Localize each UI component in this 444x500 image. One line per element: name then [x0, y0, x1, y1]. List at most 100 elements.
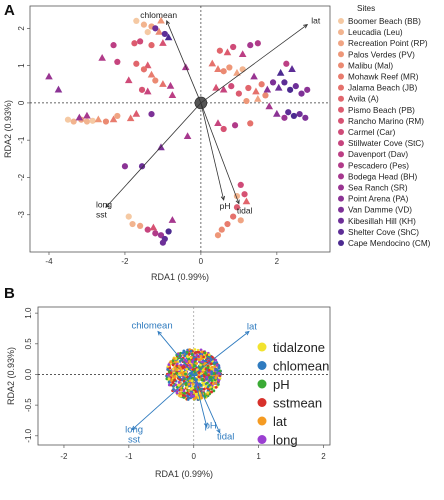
cloud-point — [198, 360, 201, 364]
cloud-point — [208, 378, 212, 382]
legend-item: Shelter Cove (ShC) — [348, 228, 419, 237]
site-point-circle — [258, 81, 265, 88]
legend-item: Jalama Beach (JB) — [348, 84, 417, 93]
site-point-circle — [102, 118, 110, 125]
cloud-point — [201, 377, 204, 381]
legend-swatch — [338, 29, 344, 36]
legend-item: Palos Verdes (PV) — [348, 50, 415, 59]
cloud-point — [199, 384, 203, 387]
cloud-point — [182, 349, 186, 353]
legend-item: sstmean — [273, 396, 322, 411]
legend-swatch — [338, 51, 344, 58]
legend-swatch — [338, 140, 344, 147]
legend-item: Avila (A) — [348, 95, 379, 104]
cloud-point — [203, 351, 207, 355]
arrow-tidal — [193, 374, 221, 433]
cloud-point — [184, 360, 188, 363]
site-point-circle — [218, 226, 225, 233]
legend-item: Pescadero (Pes) — [348, 161, 409, 170]
arrow-head-chlomean — [166, 19, 170, 25]
site-point-circle — [302, 114, 309, 121]
cloud-point — [189, 391, 193, 395]
arrow-head-pH — [220, 195, 225, 201]
site-point-triangle — [233, 68, 241, 76]
cloud-point — [178, 375, 181, 379]
site-point-circle — [129, 220, 136, 228]
points-layer — [45, 16, 311, 246]
y-tick-label: -3 — [17, 211, 26, 219]
site-point-circle — [121, 163, 129, 170]
cloud-point — [183, 354, 187, 358]
y-tick-label: 0 — [17, 100, 26, 105]
site-point-circle — [214, 232, 222, 239]
legend-swatch — [338, 162, 344, 169]
legend-swatch — [257, 342, 267, 352]
arrow-label-chlomean: chlomean — [140, 10, 177, 20]
legend-swatch — [257, 379, 267, 389]
legend-swatch — [338, 18, 344, 24]
cloud-point — [175, 385, 179, 389]
cloud-point — [179, 351, 182, 355]
site-point-circle — [237, 181, 244, 189]
legend-swatch — [338, 184, 344, 191]
site-point-triangle — [265, 102, 274, 110]
site-point-circle — [148, 110, 155, 118]
site-point-circle — [152, 25, 159, 32]
arrow-head-chlomean — [157, 330, 162, 336]
cloud-point — [179, 394, 183, 398]
legend-swatch — [257, 361, 267, 370]
site-point-triangle — [155, 27, 163, 35]
rda-plot-b: -2 -1 0 1 2 -1.0 -0.5 0.0 0.5 1.0 RDA1 (0.99%) RDA2… — [6, 306, 331, 479]
site-point-triangle — [238, 50, 247, 58]
site-point-triangle — [159, 80, 167, 87]
cloud-point — [186, 398, 190, 401]
cloud-point — [192, 394, 196, 398]
cloud-point — [188, 372, 192, 375]
cloud-point — [194, 393, 198, 397]
site-point-triangle — [164, 33, 173, 41]
cloud-point — [171, 381, 175, 384]
site-point-triangle — [214, 65, 222, 72]
cloud-point — [202, 387, 206, 391]
site-point-circle — [137, 222, 144, 230]
site-point-circle — [304, 86, 311, 93]
y-tick-label: -0.5 — [24, 398, 33, 412]
cloud-point — [181, 394, 185, 397]
site-point-triangle — [98, 53, 106, 61]
arrow-label-pH: pH — [220, 201, 231, 211]
arrow-tidal — [200, 102, 240, 204]
cloud-point — [178, 373, 182, 377]
site-point-triangle — [132, 109, 141, 117]
x-tick-label: 2 — [275, 257, 280, 266]
site-point-circle — [152, 77, 159, 84]
cloud-point — [188, 360, 191, 363]
cloud-point — [210, 376, 213, 379]
site-point-triangle — [223, 48, 232, 56]
legend-item: Point Arena (PA) — [348, 195, 409, 204]
cloud-point — [190, 379, 194, 383]
site-point-circle — [247, 42, 254, 49]
cloud-point — [167, 373, 170, 377]
legend-swatch — [338, 106, 344, 113]
y-tick-label: -1 — [17, 136, 26, 144]
cloud-point — [186, 394, 190, 398]
cloud-point — [165, 377, 169, 381]
cloud-point — [214, 376, 218, 380]
cloud-point — [212, 376, 216, 379]
cloud-point — [195, 368, 199, 372]
cloud-point — [190, 352, 194, 356]
site-point-circle — [89, 117, 96, 124]
site-point-triangle — [273, 109, 281, 117]
cloud-point — [201, 370, 205, 374]
site-point-triangle — [166, 81, 175, 89]
cloud-point — [200, 374, 204, 378]
cloud-point — [189, 394, 193, 398]
site-point-circle — [144, 28, 151, 36]
cloud-point — [214, 358, 218, 362]
legend-item: Pismo Beach (PB) — [348, 106, 415, 115]
legend-item: long — [273, 433, 298, 448]
site-point-circle — [131, 40, 138, 47]
site-point-circle — [133, 60, 140, 67]
legend-item: Mohawk Reef (MR) — [348, 73, 419, 82]
cloud-point — [212, 372, 216, 375]
